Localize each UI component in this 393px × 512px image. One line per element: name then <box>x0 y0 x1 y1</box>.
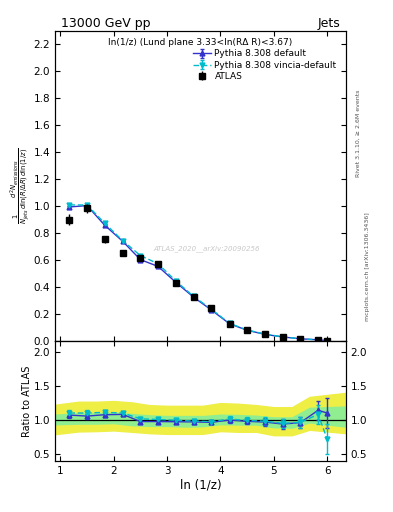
Text: Jets: Jets <box>317 16 340 30</box>
Text: ln(1/z) (Lund plane 3.33<ln(RΔ R)<3.67): ln(1/z) (Lund plane 3.33<ln(RΔ R)<3.67) <box>108 38 292 48</box>
Text: 13000 GeV pp: 13000 GeV pp <box>61 16 151 30</box>
Text: ATLAS_2020__arXiv:20090256: ATLAS_2020__arXiv:20090256 <box>153 245 259 251</box>
Text: Rivet 3.1.10, ≥ 2.6M events: Rivet 3.1.10, ≥ 2.6M events <box>356 90 361 177</box>
X-axis label: ln (1/z): ln (1/z) <box>180 478 221 492</box>
Y-axis label: $\frac{1}{N_{jets}}\frac{d^2 N_{emissions}}{d\ln(R/\Delta R)\, d\ln(1/z)}$: $\frac{1}{N_{jets}}\frac{d^2 N_{emission… <box>9 147 32 224</box>
Y-axis label: Ratio to ATLAS: Ratio to ATLAS <box>22 366 32 437</box>
Text: mcplots.cern.ch [arXiv:1306.3436]: mcplots.cern.ch [arXiv:1306.3436] <box>365 212 371 321</box>
Legend: Pythia 8.308 default, Pythia 8.308 vincia-default, ATLAS: Pythia 8.308 default, Pythia 8.308 vinci… <box>191 48 338 83</box>
